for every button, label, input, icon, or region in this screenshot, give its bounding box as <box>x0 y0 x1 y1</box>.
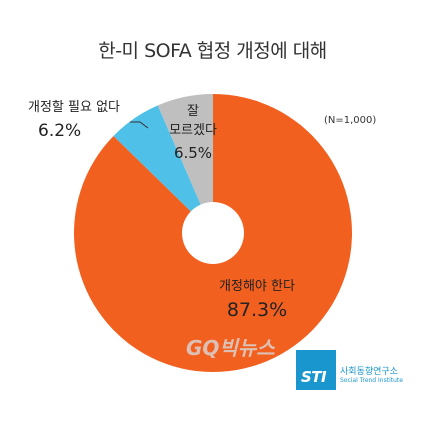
logo-english-name: Social Trend Institute <box>340 377 403 384</box>
chart-title: 한-미 SOFA 협정 개정에 대해 <box>98 40 327 62</box>
logo-name: 사회동향연구소 <box>340 367 398 377</box>
slice-value-must-revise: 87.3% <box>227 299 287 321</box>
slice-label-dont-know-line1: 잘 <box>187 104 199 119</box>
leader-line <box>130 121 149 129</box>
slice-value-dont-know: 6.5% <box>174 144 212 162</box>
slice-label-dont-know-line2: 모르겠다 <box>169 123 217 138</box>
watermark: GQ빅뉴스 <box>186 336 275 360</box>
donut-hole <box>182 202 244 264</box>
logo-box: STI <box>296 350 336 390</box>
slice-label-no-need: 개정할 필요 없다 <box>28 100 120 115</box>
slice-value-no-need: 6.2% <box>38 121 81 141</box>
sti-logo: STI 사회동향연구소 Social Trend Institute <box>296 350 411 390</box>
logo-mark: STI <box>301 368 327 386</box>
pie-slice-no-need <box>113 105 213 233</box>
pie-slice-dont-know <box>157 94 213 233</box>
sample-size-note: (N=1,000) <box>324 115 377 126</box>
slice-label-must-revise: 개정해야 한다 <box>219 279 295 294</box>
